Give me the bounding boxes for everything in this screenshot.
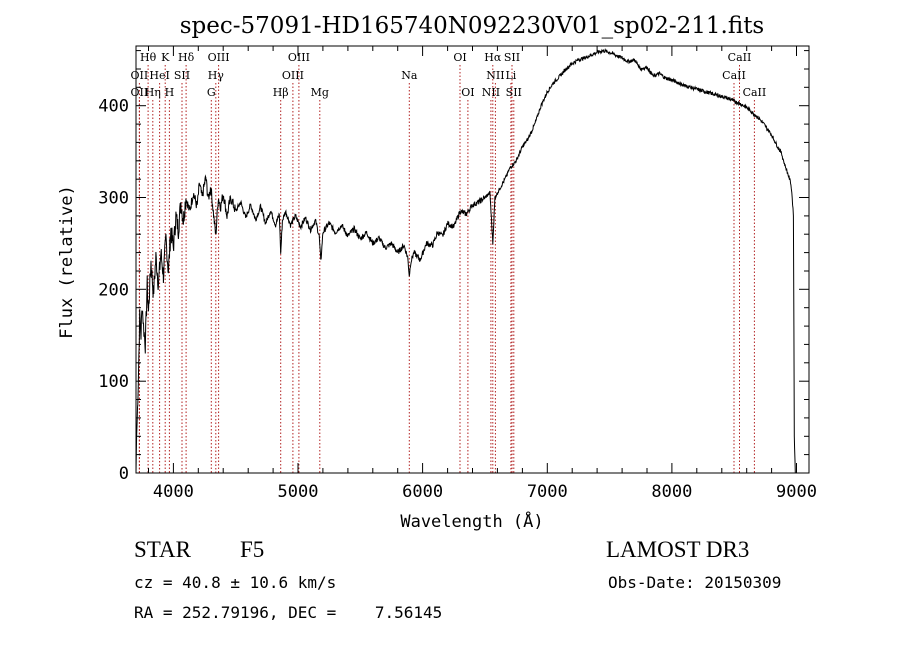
line-mark-label-6: Hα: [484, 51, 502, 64]
line-mark-label-12: Hγ: [208, 69, 225, 82]
x-tick-label-8000: 8000: [651, 482, 692, 502]
redshift-text: cz = 40.8 ± 10.6 km/s: [134, 573, 337, 592]
line-mark-label-19: Hη: [145, 86, 161, 99]
y-tick-label-300: 300: [98, 189, 129, 209]
object-subclass: F5: [240, 537, 265, 562]
line-mark-label-17: CaII: [722, 69, 746, 82]
line-mark-label-3: OIII: [208, 51, 230, 64]
obs-date: Obs-Date: 20150309: [608, 573, 782, 592]
y-tick-label-0: 0: [119, 464, 129, 484]
line-mark-label-15: NII: [486, 69, 504, 82]
line-mark-label-13: OIII: [282, 69, 304, 82]
x-tick-label-9000: 9000: [776, 482, 817, 502]
object-class: STAR: [134, 537, 191, 562]
line-mark-label-25: NII: [482, 86, 500, 99]
y-tick-label-200: 200: [98, 280, 129, 300]
chart-title: spec-57091-HD165740N092230V01_sp02-211.f…: [180, 13, 765, 39]
line-mark-label-14: Na: [401, 69, 418, 82]
survey-name: LAMOST DR3: [606, 537, 750, 562]
line-mark-label-16: Li: [505, 69, 516, 82]
line-mark-label-18: OII: [131, 86, 149, 99]
line-mark-label-8: CaII: [728, 51, 752, 64]
flux-series-line: [135, 48, 796, 474]
line-mark-label-4: OIII: [288, 51, 310, 64]
line-mark-label-24: OI: [461, 86, 474, 99]
y-axis-label: Flux (relative): [57, 185, 77, 339]
line-mark-label-20: H: [165, 86, 175, 99]
line-mark-label-5: OI: [453, 51, 466, 64]
y-tick-label-100: 100: [98, 372, 129, 392]
line-mark-label-26: SII: [506, 86, 522, 99]
line-mark-label-11: SII: [174, 69, 190, 82]
x-axis-label: Wavelength (Å): [400, 510, 543, 532]
axes-layer: 4000 5000 6000 7000 8000 9000 0 100 200 300 400: [98, 46, 817, 502]
x-tick-label-6000: 6000: [402, 482, 443, 502]
x-tick-label-5000: 5000: [278, 482, 319, 502]
line-mark-label-10: HeI: [149, 69, 169, 82]
x-tick-label-4000: 4000: [153, 482, 194, 502]
line-mark-label-7: SII: [504, 51, 520, 64]
x-tick-label-7000: 7000: [527, 482, 568, 502]
line-mark-label-22: Hβ: [273, 86, 289, 99]
line-mark-label-9: OII: [131, 69, 149, 82]
line-mark-label-23: Mg: [311, 86, 329, 99]
line-mark-label-21: G: [207, 86, 216, 99]
y-tick-label-400: 400: [98, 97, 129, 117]
plot-frame: [135, 45, 810, 474]
line-mark-label-2: Hδ: [178, 51, 195, 64]
coordinates-text: RA = 252.79196, DEC = 7.56145: [134, 603, 443, 622]
line-mark-label-27: CaII: [743, 86, 767, 99]
line-mark-label-1: K: [161, 51, 170, 64]
line-mark-label-0: Hθ: [140, 51, 157, 64]
